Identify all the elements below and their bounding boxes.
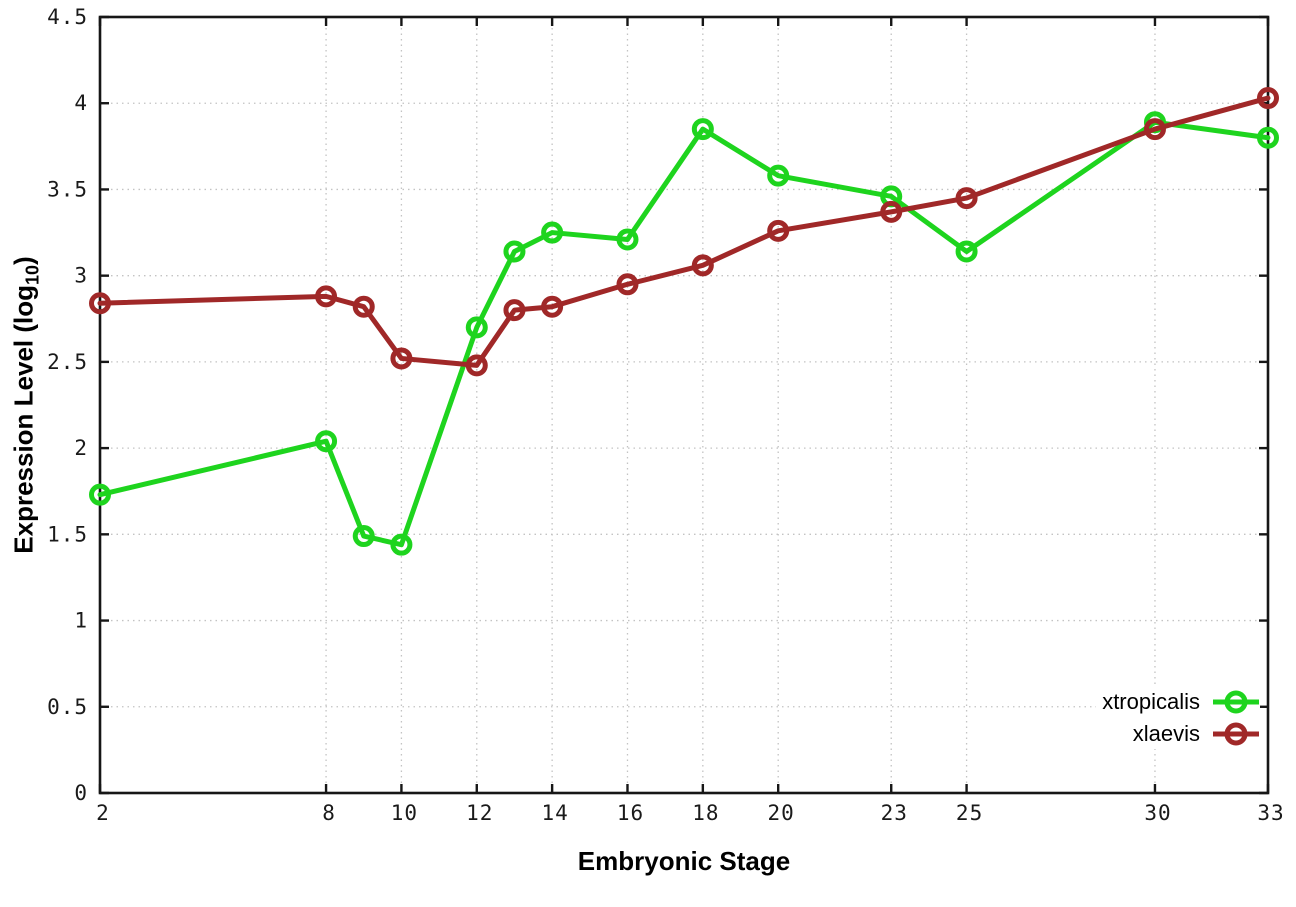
svg-text:0: 0 bbox=[74, 781, 88, 805]
series-xtropicalis bbox=[89, 111, 1279, 556]
svg-text:20: 20 bbox=[768, 801, 795, 825]
svg-text:23: 23 bbox=[881, 801, 908, 825]
data-point-xlaevis-stage-23 bbox=[880, 200, 903, 223]
svg-text:4: 4 bbox=[74, 91, 88, 115]
svg-text:14: 14 bbox=[541, 801, 568, 825]
x-tick-labels: 2 8 10 12 14 16 18 20 23 25 30 33 bbox=[96, 801, 1284, 825]
data-point-xlaevis-stage-2 bbox=[89, 292, 111, 315]
data-point-xtropicalis-stage-8 bbox=[315, 430, 338, 453]
data-point-xtropicalis-stage-12 bbox=[465, 316, 488, 339]
series-line-xtropicalis bbox=[97, 119, 1271, 548]
svg-text:30: 30 bbox=[1144, 801, 1171, 825]
data-point-xlaevis-stage-13 bbox=[503, 299, 526, 322]
data-point-xtropicalis-stage-10 bbox=[390, 533, 413, 556]
svg-text:33: 33 bbox=[1257, 801, 1284, 825]
legend: xtropicalis xlaevis bbox=[1096, 687, 1260, 749]
series-xlaevis bbox=[89, 87, 1279, 377]
data-point-xtropicalis-stage-9 bbox=[352, 525, 375, 548]
svg-text:2.5: 2.5 bbox=[47, 350, 88, 374]
svg-text:25: 25 bbox=[956, 801, 983, 825]
data-point-xtropicalis-stage-14 bbox=[541, 221, 564, 244]
data-point-xtropicalis-stage-18 bbox=[691, 118, 714, 141]
y-axis-title: Expression Level (log10) bbox=[8, 256, 43, 553]
data-point-xtropicalis-stage-25 bbox=[955, 240, 978, 263]
data-point-xlaevis-stage-10 bbox=[390, 347, 413, 370]
svg-text:1: 1 bbox=[74, 609, 88, 633]
data-point-xlaevis-stage-12 bbox=[465, 354, 488, 377]
data-point-xtropicalis-stage-2 bbox=[89, 483, 111, 506]
data-point-xlaevis-stage-20 bbox=[767, 219, 790, 242]
svg-text:10: 10 bbox=[391, 801, 418, 825]
data-point-xtropicalis-stage-20 bbox=[767, 164, 790, 187]
legend-label-xlaevis: xlaevis bbox=[1132, 721, 1200, 746]
legend-label-xtropicalis: xtropicalis bbox=[1102, 689, 1200, 714]
tick-marks bbox=[98, 15, 1270, 795]
data-point-xlaevis-stage-16 bbox=[616, 273, 639, 296]
y-axis-title-subscript: 10 bbox=[22, 264, 43, 285]
legend-sample-xlaevis bbox=[1213, 722, 1259, 746]
svg-text:1.5: 1.5 bbox=[47, 522, 88, 546]
y-axis-title-suffix: ) bbox=[8, 256, 39, 265]
y-tick-labels: 0 0.5 1 1.5 2 2.5 3 3.5 4 4.5 bbox=[47, 5, 88, 805]
data-point-xlaevis-stage-30 bbox=[1143, 118, 1166, 141]
svg-text:3: 3 bbox=[74, 264, 88, 288]
svg-text:2: 2 bbox=[96, 801, 110, 825]
legend-item-xlaevis: xlaevis bbox=[1102, 719, 1260, 749]
legend-item-xtropicalis: xtropicalis bbox=[1102, 687, 1260, 717]
x-axis-title: Embryonic Stage bbox=[577, 846, 791, 876]
data-point-xlaevis-stage-25 bbox=[955, 187, 978, 210]
data-point-xtropicalis-stage-13 bbox=[503, 240, 526, 263]
data-point-xtropicalis-stage-33 bbox=[1257, 126, 1279, 149]
svg-text:0.5: 0.5 bbox=[47, 695, 88, 719]
data-point-xlaevis-stage-14 bbox=[541, 295, 564, 318]
svg-text:16: 16 bbox=[617, 801, 644, 825]
gridlines bbox=[100, 17, 1268, 793]
svg-text:4.5: 4.5 bbox=[47, 5, 88, 29]
plot-border bbox=[98, 15, 1270, 795]
legend-sample-xtropicalis bbox=[1213, 690, 1259, 714]
data-point-xlaevis-stage-18 bbox=[691, 254, 714, 277]
svg-text:3.5: 3.5 bbox=[47, 177, 88, 201]
data-point-xlaevis-stage-33 bbox=[1257, 87, 1279, 110]
data-point-xlaevis-stage-8 bbox=[315, 285, 338, 308]
svg-text:8: 8 bbox=[322, 801, 336, 825]
svg-text:18: 18 bbox=[692, 801, 719, 825]
data-point-xtropicalis-stage-16 bbox=[616, 228, 639, 251]
series-line-xlaevis bbox=[97, 95, 1271, 368]
y-axis-title-text: Expression Level (log bbox=[8, 284, 39, 554]
svg-text:12: 12 bbox=[466, 801, 493, 825]
svg-text:2: 2 bbox=[74, 436, 88, 460]
data-point-xlaevis-stage-9 bbox=[352, 295, 375, 318]
